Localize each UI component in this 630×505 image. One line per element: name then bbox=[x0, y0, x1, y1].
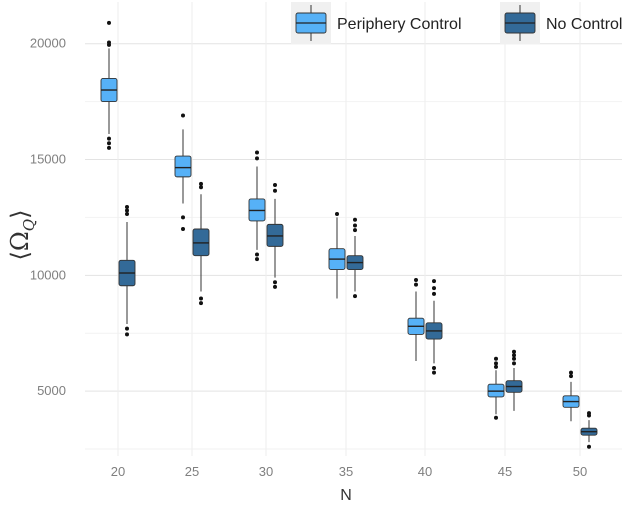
outlier-point bbox=[432, 370, 436, 375]
x-axis-title: N bbox=[340, 487, 352, 504]
box-periphery-control bbox=[328, 211, 346, 299]
outlier-point bbox=[107, 20, 111, 25]
outlier-point bbox=[125, 326, 129, 331]
outlier-point bbox=[199, 301, 203, 306]
outlier-point bbox=[107, 141, 111, 146]
outlier-point bbox=[107, 40, 111, 45]
outlier-point bbox=[432, 291, 436, 296]
outlier-point bbox=[107, 136, 111, 141]
outlier-point bbox=[199, 296, 203, 301]
box-no-control bbox=[266, 182, 284, 289]
y-tick-label: 10000 bbox=[30, 267, 66, 282]
outlier-point bbox=[125, 332, 129, 337]
legend: Periphery Control No Control bbox=[291, 2, 622, 44]
outlier-point bbox=[181, 227, 185, 231]
outlier-point bbox=[512, 353, 516, 358]
outlier-point bbox=[353, 223, 357, 228]
box-periphery-control bbox=[248, 150, 266, 262]
outlier-point bbox=[273, 182, 277, 187]
legend-label: No Control bbox=[546, 16, 622, 33]
legend-label: Periphery Control bbox=[337, 16, 462, 33]
outlier-point bbox=[569, 374, 573, 379]
outlier-point bbox=[125, 204, 129, 209]
legend-item-periphery-control: Periphery Control bbox=[291, 2, 462, 44]
box-no-control bbox=[505, 349, 523, 411]
outlier-point bbox=[587, 444, 591, 449]
outlier-point bbox=[273, 280, 277, 285]
outlier-point bbox=[432, 365, 436, 370]
outlier-point bbox=[353, 294, 357, 299]
box-periphery-control bbox=[100, 20, 118, 150]
box-no-control bbox=[580, 411, 598, 449]
x-tick-label: 50 bbox=[573, 464, 587, 479]
outlier-point bbox=[255, 257, 259, 262]
outlier-point bbox=[587, 411, 591, 416]
outlier-point bbox=[335, 211, 339, 216]
outlier-point bbox=[353, 228, 357, 233]
outlier-point bbox=[432, 279, 436, 284]
outlier-point bbox=[414, 282, 418, 287]
y-axis-title-subscript: Q bbox=[20, 219, 38, 231]
outlier-point bbox=[273, 284, 277, 289]
box-series bbox=[100, 20, 598, 449]
outlier-point bbox=[494, 364, 498, 369]
x-tick-label: 45 bbox=[498, 464, 512, 479]
outlier-point bbox=[569, 370, 573, 375]
x-tick-label: 35 bbox=[339, 464, 353, 479]
outlier-point bbox=[255, 150, 259, 155]
outlier-point bbox=[494, 356, 498, 361]
box-periphery-control bbox=[174, 113, 192, 231]
outlier-point bbox=[512, 356, 516, 361]
y-axis-title-left-bracket: ⟨ bbox=[6, 251, 34, 260]
box-no-control bbox=[118, 204, 136, 337]
x-axis-tick-labels: 20 25 30 35 40 45 50 bbox=[111, 464, 587, 479]
outlier-point bbox=[199, 185, 203, 190]
outlier-point bbox=[432, 286, 436, 291]
grid-lines bbox=[85, 2, 622, 456]
box-body bbox=[174, 155, 192, 178]
x-tick-label: 20 bbox=[111, 464, 125, 479]
y-axis-title-omega: Ω bbox=[6, 231, 34, 251]
y-axis-title-right-bracket: ⟩ bbox=[6, 210, 34, 219]
outlier-point bbox=[512, 349, 516, 354]
outlier-point bbox=[199, 181, 203, 186]
svg-text:⟨ΩQ⟩: ⟨ΩQ⟩ bbox=[6, 210, 38, 261]
x-tick-label: 25 bbox=[185, 464, 199, 479]
box-periphery-control bbox=[562, 370, 580, 422]
x-tick-label: 30 bbox=[259, 464, 273, 479]
box-periphery-control bbox=[487, 356, 505, 420]
box-periphery-control bbox=[407, 277, 425, 362]
y-tick-label: 5000 bbox=[37, 383, 66, 398]
outlier-point bbox=[512, 361, 516, 366]
x-tick-label: 40 bbox=[418, 464, 432, 479]
y-axis-tick-labels: 5000 10000 15000 20000 bbox=[30, 36, 66, 398]
outlier-point bbox=[107, 145, 111, 150]
outlier-point bbox=[181, 215, 185, 220]
outlier-point bbox=[181, 113, 185, 118]
outlier-point bbox=[125, 208, 129, 213]
outlier-point bbox=[273, 188, 277, 193]
outlier-point bbox=[255, 252, 259, 257]
outlier-point bbox=[125, 211, 129, 216]
y-tick-label: 15000 bbox=[30, 152, 66, 167]
outlier-point bbox=[255, 156, 259, 161]
legend-item-no-control: No Control bbox=[500, 2, 622, 44]
outlier-point bbox=[353, 217, 357, 222]
box-no-control bbox=[425, 279, 443, 375]
y-axis-title: ⟨ΩQ⟩ bbox=[6, 210, 38, 261]
box-no-control bbox=[192, 181, 210, 306]
outlier-point bbox=[494, 361, 498, 366]
outlier-point bbox=[414, 277, 418, 282]
outlier-point bbox=[494, 415, 498, 420]
y-tick-label: 20000 bbox=[30, 36, 66, 51]
box-no-control bbox=[346, 217, 364, 299]
